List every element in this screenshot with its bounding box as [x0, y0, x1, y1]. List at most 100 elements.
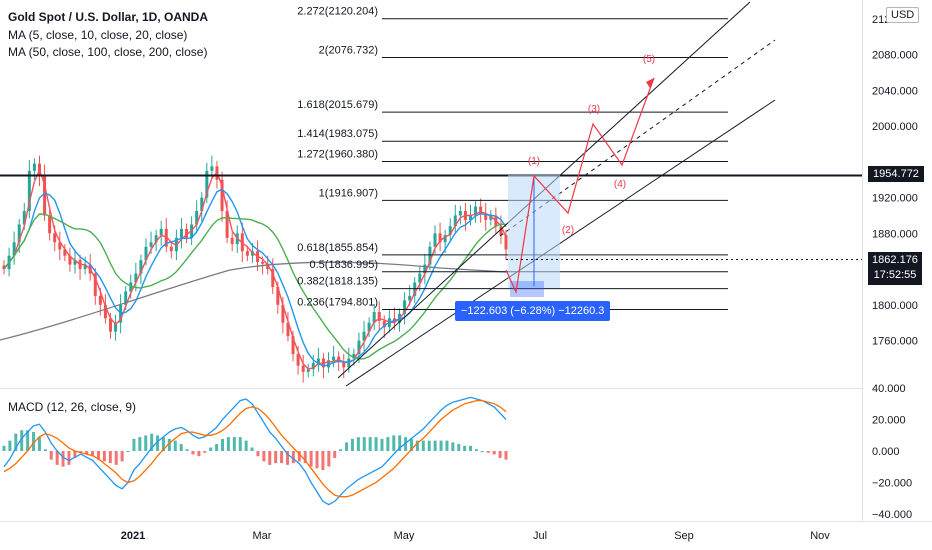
candle-body	[53, 233, 57, 243]
candle-body	[489, 215, 493, 220]
ma-mid-line	[3, 188, 507, 367]
last-price-tag: 1862.176 17:52:55	[868, 252, 922, 285]
channel-lower-line	[345, 99, 776, 387]
candle-body	[266, 263, 270, 270]
macd-histogram-bar	[262, 451, 266, 462]
ma-slow-legend[interactable]: MA (50, close, 100, close, 200, close)	[8, 45, 208, 59]
candle-body	[27, 170, 31, 212]
macd-histogram-bar	[144, 435, 148, 451]
macd-histogram-bar	[368, 437, 372, 451]
time-tick-label: Mar	[253, 530, 272, 542]
candle-body	[159, 228, 163, 236]
macd-histogram-bar	[315, 451, 319, 469]
macd-histogram-bar	[126, 451, 130, 452]
candle-body	[342, 362, 346, 368]
projection-arrowhead	[646, 78, 654, 88]
macd-histogram	[2, 430, 508, 471]
fib-level-label: 0.382(1818.135)	[297, 276, 378, 288]
macd-histogram-bar	[85, 451, 89, 455]
macd-histogram-bar	[421, 440, 425, 451]
fib-level-label: 0.618(1855.854)	[297, 242, 378, 254]
macd-histogram-bar	[91, 451, 95, 457]
macd-histogram-bar	[362, 437, 366, 451]
macd-histogram-bar	[445, 440, 449, 451]
candle-body	[43, 175, 47, 216]
elliott-projection-path	[505, 77, 655, 295]
macd-line	[3, 396, 507, 506]
macd-tick-label: 40.000	[872, 383, 906, 395]
candle-body	[63, 249, 67, 256]
price-tick-label: 1880.000	[872, 228, 918, 240]
macd-histogram-bar	[345, 442, 349, 451]
last-price-value: 1862.176	[872, 254, 918, 266]
bar-countdown: 17:52:55	[873, 269, 917, 281]
resistance-level-tag: 1954.772	[868, 166, 924, 182]
candle-body	[225, 211, 229, 238]
candle-body	[499, 226, 503, 236]
candle-body	[316, 358, 320, 363]
macd-histogram-bar	[457, 444, 461, 451]
macd-histogram-bar	[37, 437, 41, 451]
macd-histogram-bar	[67, 451, 71, 465]
time-tick-label: Jul	[533, 530, 547, 542]
candle-body	[372, 311, 376, 323]
candle-body	[68, 255, 72, 265]
candle-body	[169, 246, 173, 252]
candle-body	[352, 353, 356, 359]
candle-body	[93, 273, 97, 296]
candle-body	[276, 286, 280, 305]
price-range-measure-label[interactable]: −122.603 (−6.28%) −12260.3	[455, 301, 611, 321]
candles-group	[2, 155, 508, 383]
macd-histogram-bar	[339, 449, 343, 451]
macd-histogram-bar	[498, 451, 502, 458]
candle-body	[205, 170, 209, 198]
macd-histogram-bar	[2, 445, 6, 451]
macd-histogram-bar	[280, 451, 284, 464]
candle-body	[17, 224, 21, 243]
macd-histogram-bar	[61, 451, 65, 467]
macd-histogram-bar	[55, 451, 59, 465]
candle-body	[296, 353, 300, 366]
candle-body	[185, 228, 189, 238]
fib-level-label: 2.272(2120.204)	[297, 6, 378, 18]
macd-histogram-bar	[179, 444, 183, 451]
candle-body	[261, 261, 265, 264]
macd-histogram-bar	[185, 449, 189, 451]
candle-body	[382, 320, 386, 328]
wave-label: (4)	[614, 179, 626, 190]
candle-body	[12, 242, 16, 256]
candle-body	[433, 233, 437, 247]
macd-histogram-bar	[410, 438, 414, 451]
macd-histogram-bar	[250, 447, 254, 451]
ma-fast-legend[interactable]: MA (5, close, 10, close, 20, close)	[8, 28, 188, 42]
macd-histogram-bar	[96, 451, 100, 460]
macd-legend[interactable]: MACD (12, 26, close, 9)	[8, 400, 137, 414]
candle-body	[134, 273, 138, 283]
candle-body	[73, 260, 77, 265]
candle-body	[367, 322, 371, 332]
macd-histogram-bar	[451, 442, 455, 451]
macd-histogram-bar	[102, 451, 106, 462]
macd-histogram-bar	[238, 437, 242, 451]
candle-body	[448, 226, 452, 236]
candle-body	[377, 311, 381, 321]
fib-level-label: 0.5(1836.995)	[310, 259, 379, 271]
candle-body	[108, 318, 112, 332]
candle-body	[484, 213, 488, 220]
candle-body	[32, 163, 36, 171]
candle-body	[179, 228, 183, 238]
price-tick-label: 1920.000	[872, 193, 918, 205]
candle-body	[83, 264, 87, 270]
macd-histogram-bar	[232, 437, 236, 451]
candle-body	[469, 215, 473, 220]
chart-title[interactable]: Gold Spot / U.S. Dollar, 1D, OANDA	[8, 10, 209, 24]
macd-histogram-bar	[191, 451, 195, 455]
price-tick-label: 1760.000	[872, 336, 918, 348]
macd-histogram-bar	[14, 433, 18, 451]
fib-level-label: 1.618(2015.679)	[297, 99, 378, 111]
candle-body	[408, 295, 412, 301]
macd-histogram-bar	[156, 435, 160, 451]
currency-button[interactable]: USD	[886, 7, 920, 23]
macd-histogram-bar	[427, 440, 431, 451]
